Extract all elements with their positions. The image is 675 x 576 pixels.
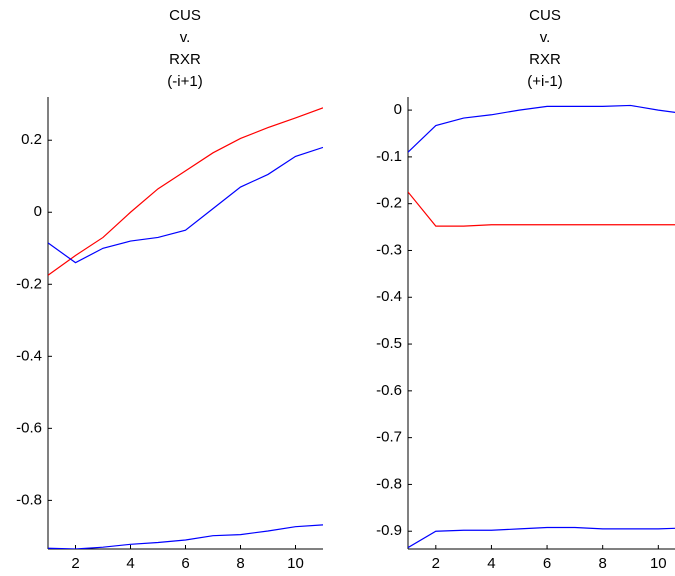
chart-title: RXR (529, 51, 561, 68)
y-tick-label: -0.4 (16, 347, 42, 364)
x-tick-label: 6 (181, 555, 189, 572)
y-tick-label: 0 (34, 203, 42, 220)
x-tick-label: 10 (287, 555, 304, 572)
series-line (408, 526, 675, 549)
series-line (48, 146, 323, 264)
y-tick-label: -0.5 (376, 335, 402, 352)
chart-title: RXR (169, 51, 201, 68)
series-line (48, 107, 323, 276)
chart-title: v. (180, 29, 191, 46)
series-line (408, 104, 675, 153)
x-tick-label: 4 (126, 555, 134, 572)
x-tick-label: 10 (650, 555, 667, 572)
y-tick-label: -0.2 (376, 195, 402, 212)
plot-area (408, 104, 675, 549)
plot-area (48, 107, 323, 549)
y-tick-label: -0.6 (16, 419, 42, 436)
chart-title: (-i+1) (167, 73, 202, 90)
chart-title: CUS (529, 7, 561, 24)
y-tick-label: -0.6 (376, 382, 402, 399)
y-tick-label: -0.7 (376, 429, 402, 446)
y-tick-label: -0.2 (16, 275, 42, 292)
x-tick-label: 8 (599, 555, 607, 572)
chart-title: v. (540, 29, 551, 46)
chart-title: CUS (169, 7, 201, 24)
y-tick-label: -0.9 (376, 522, 402, 539)
x-tick-label: 6 (543, 555, 551, 572)
x-tick-label: 2 (71, 555, 79, 572)
series-line (408, 191, 675, 227)
y-tick-label: -0.1 (376, 148, 402, 165)
x-tick-label: 4 (487, 555, 495, 572)
y-tick-label: -0.4 (376, 288, 402, 305)
y-tick-label: -0.3 (376, 241, 402, 258)
x-tick-label: 2 (432, 555, 440, 572)
x-tick-label: 8 (236, 555, 244, 572)
y-tick-label: 0.2 (21, 131, 42, 148)
chart-title: (+i-1) (527, 73, 562, 90)
series-line (48, 524, 323, 549)
y-tick-label: 0 (394, 101, 402, 118)
y-tick-label: -0.8 (16, 491, 42, 508)
y-tick-label: -0.8 (376, 475, 402, 492)
